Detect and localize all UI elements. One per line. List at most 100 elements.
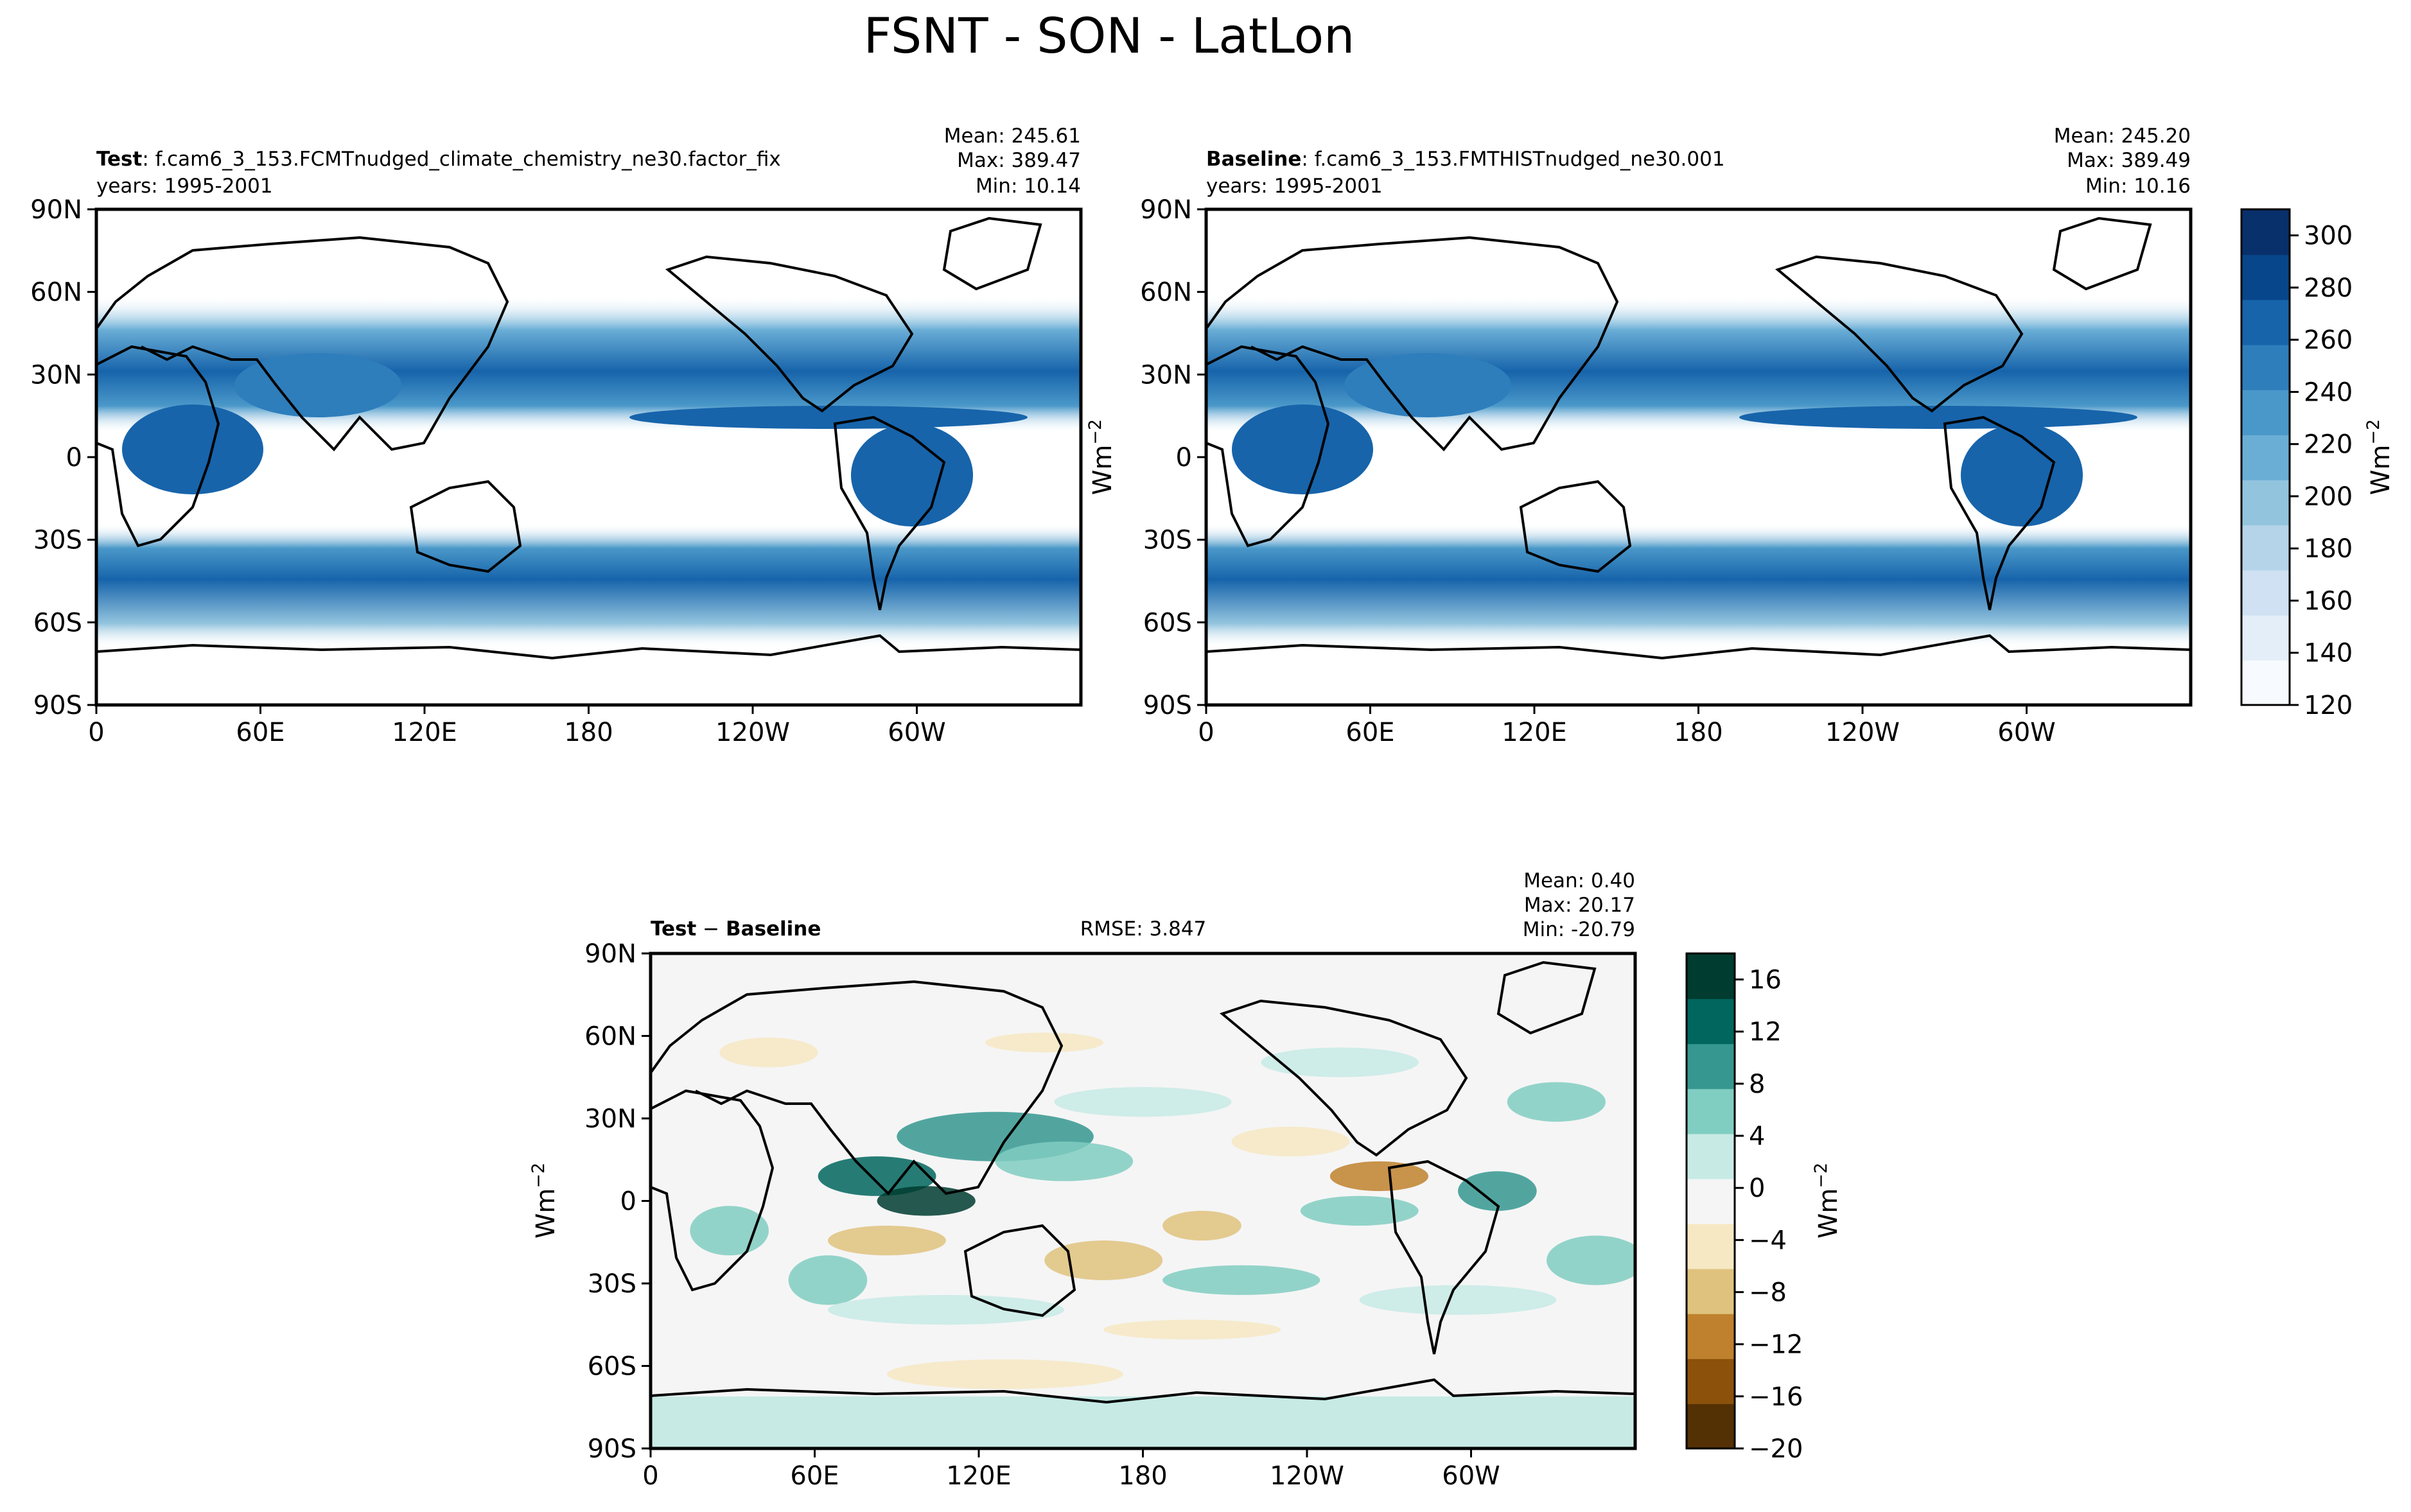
x-tick-label: 180: [1674, 718, 1723, 747]
y-tick-label: 90N: [1140, 195, 1192, 225]
y-tick-label: 30N: [30, 360, 82, 390]
anomaly-patch: [985, 1032, 1104, 1053]
colorbar-tick-label: 200: [2304, 482, 2353, 512]
colorbar-tick-label: 120: [2304, 691, 2353, 720]
map-baseline-equatorial-band: [1739, 406, 2137, 429]
colorbar-swatch: [1687, 1088, 1735, 1134]
colorbar-swatch: [2241, 434, 2290, 481]
map-baseline-africa-fill: [1232, 404, 1373, 494]
colorbar-diff-label: Wm−2: [1811, 1163, 1843, 1238]
map-test-coastlines: [96, 216, 1081, 660]
map-baseline-xaxis: 0 60E 120E 180 120W 60W: [1198, 705, 2056, 747]
colorbar-swatch: [2241, 344, 2290, 390]
anomaly-patch: [690, 1206, 769, 1256]
coast-greenland: [2052, 216, 2152, 291]
colorbar-abs-ticks: 120 140 160 180 200 220 240 260 280 300: [2290, 222, 2353, 720]
colorbar-abs-frame: [2240, 208, 2291, 706]
colorbar-tick-label: 280: [2304, 274, 2353, 303]
y-tick-label: 90N: [584, 939, 636, 969]
y-tick-label: 0: [1176, 443, 1192, 473]
coast-europe-asia: [96, 236, 509, 451]
y-tick-label: 60S: [1143, 608, 1192, 638]
map-test-africa-fill: [122, 404, 263, 494]
y-tick-label: 0: [66, 443, 82, 473]
panel-test: Test: f.cam6_3_153.FCMTnudged_climate_ch…: [30, 125, 1083, 747]
y-tick-label: 0: [620, 1187, 636, 1217]
colorbar-tick-label: −8: [1749, 1278, 1787, 1308]
panel-baseline-mean: Mean: 245.20: [2054, 125, 2191, 148]
colorbar-tick-label: 260: [2304, 326, 2353, 355]
colorbar-swatch: [2241, 254, 2290, 300]
anomaly-patch: [827, 1294, 1064, 1325]
anomaly-patch: [788, 1255, 868, 1305]
map-test-india-fill: [234, 353, 401, 417]
anomaly-patch: [1547, 1235, 1635, 1285]
panel-baseline-min: Min: 10.16: [2085, 175, 2191, 198]
x-tick-label: 60W: [1442, 1461, 1500, 1491]
panel-diff-ylabel-base: Wm: [531, 1188, 561, 1239]
colorbar-abs-label-exp: −2: [2363, 419, 2383, 445]
colorbar-tick-label: 220: [2304, 430, 2353, 460]
map-diff-yaxis: 90N 60N 30N 0 30S 60S 90S: [584, 939, 651, 1464]
colorbar-swatch: [1687, 1223, 1735, 1269]
panel-baseline: Baseline: f.cam6_3_153.FMTHISTnudged_ne3…: [1085, 125, 2193, 747]
anomaly-patch: [818, 1156, 936, 1196]
panel-diff-ylabel: Wm−2: [529, 1163, 561, 1238]
panel-baseline-label: Baseline: f.cam6_3_153.FMTHISTnudged_ne3…: [1206, 148, 1725, 171]
map-baseline-south-band: [1206, 523, 2191, 648]
map-diff-xaxis: 0 60E 120E 180 120W 60W: [642, 1448, 1500, 1491]
colorbar-swatch: [1687, 1268, 1735, 1314]
anomaly-patch: [1162, 1265, 1320, 1295]
figure-title: FSNT - SON - LatLon: [864, 7, 1355, 64]
anomaly-patch: [827, 1226, 946, 1256]
colorbar-swatch: [2241, 480, 2290, 526]
x-tick-label: 120W: [715, 718, 790, 747]
y-tick-label: 60N: [30, 278, 82, 308]
colorbar-tick-label: −12: [1749, 1330, 1803, 1360]
panel-baseline-label-bold: Baseline: [1206, 148, 1301, 171]
y-tick-label: 60N: [1140, 278, 1192, 308]
coast-antarctica: [96, 634, 1081, 660]
x-tick-label: 180: [1118, 1461, 1167, 1491]
x-tick-label: 120W: [1825, 718, 1900, 747]
map-test: [96, 209, 1081, 705]
colorbar-swatch: [1687, 998, 1735, 1045]
panel-diff-label-a: Test: [651, 917, 697, 941]
y-tick-label: 90S: [33, 691, 82, 720]
y-tick-label: 60N: [584, 1022, 636, 1052]
coast-europe-asia: [651, 980, 1064, 1195]
anomaly-patch: [886, 1359, 1123, 1389]
y-tick-label: 90S: [1143, 691, 1192, 720]
panel-diff: Test − Baseline RMSE: 3.847 Mean: 0.40 M…: [529, 869, 1637, 1491]
anomaly-patch: [1054, 1087, 1232, 1117]
colorbar-tick-label: 140: [2304, 639, 2353, 668]
coast-north-america: [1775, 255, 2024, 413]
colorbar-tick-label: 240: [2304, 378, 2353, 407]
x-tick-label: 120E: [392, 718, 457, 747]
x-tick-label: 0: [642, 1461, 658, 1491]
x-tick-label: 60E: [236, 718, 285, 747]
panel-diff-ylabel-exp: −2: [529, 1163, 548, 1188]
colorbar-swatch: [2241, 659, 2290, 706]
panel-baseline-ylabel: Wm−2: [1085, 419, 1118, 495]
anomaly-patch: [1359, 1285, 1557, 1315]
colorbar-tick-label: −4: [1749, 1226, 1787, 1255]
panel-diff-label: Test − Baseline: [651, 917, 821, 941]
y-tick-label: 90N: [30, 195, 82, 225]
map-test-xaxis: 0 60E 120E 180 120W 60W: [88, 705, 946, 747]
colorbar-swatch: [1687, 1358, 1735, 1404]
coast-north-america: [1219, 999, 1468, 1157]
panel-test-max: Max: 389.47: [957, 149, 1081, 172]
panel-diff-rmse: RMSE: 3.847: [1080, 917, 1207, 941]
colorbar-diff-frame: [1685, 952, 1736, 1450]
colorbar-swatch: [1687, 1043, 1735, 1090]
map-baseline-samerica-fill: [1961, 424, 2083, 526]
colorbar-diff-ticks: −20 −16 −12 −8 −4 0 4 8 12 16: [1735, 966, 1803, 1464]
y-tick-label: 90S: [588, 1434, 636, 1464]
panel-test-label-rest: : f.cam6_3_153.FCMTnudged_climate_chemis…: [142, 148, 780, 171]
map-diff: [651, 953, 1635, 1448]
x-tick-label: 60W: [888, 718, 945, 747]
anomaly-patch: [1103, 1319, 1281, 1340]
colorbar-tick-label: 180: [2304, 534, 2353, 564]
